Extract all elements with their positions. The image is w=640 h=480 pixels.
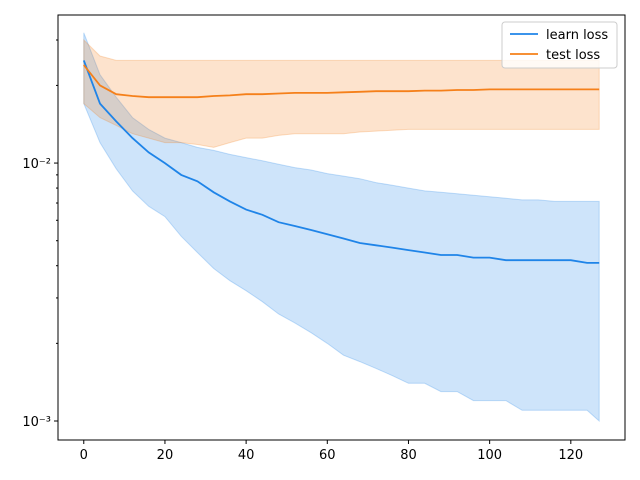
legend-label: learn loss — [546, 28, 608, 43]
line — [82, 60, 600, 264]
line — [83, 64, 600, 99]
y-tick-label: 10⁻³ — [22, 415, 51, 430]
x-tick-label: 0 — [80, 448, 88, 463]
legend-label: test loss — [546, 48, 600, 63]
x-tick-label: 100 — [477, 448, 502, 463]
x-tick-label: 80 — [400, 448, 417, 463]
x-tick-label: 40 — [238, 448, 255, 463]
band — [83, 32, 600, 423]
axes-frame — [57, 14, 626, 441]
x-tick-label: 60 — [319, 448, 336, 463]
y-tick-label: 10⁻² — [22, 157, 51, 172]
x-tick-label: 20 — [157, 448, 174, 463]
x-tick-label: 120 — [558, 448, 583, 463]
band — [83, 38, 600, 148]
